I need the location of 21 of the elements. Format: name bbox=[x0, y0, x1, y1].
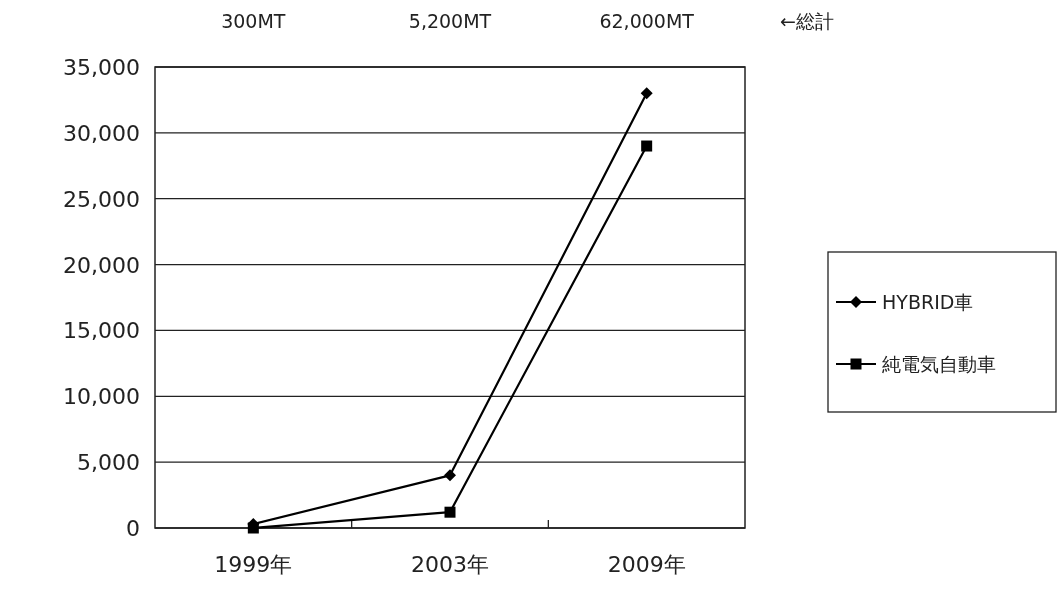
text: 5,200MT bbox=[408, 10, 492, 32]
y-tick-label: 25,000 bbox=[63, 186, 140, 212]
legend-label: HYBRID車 bbox=[882, 291, 974, 313]
point bbox=[444, 506, 456, 518]
legend-label: 純電気自動車 bbox=[882, 353, 996, 375]
text: ←総計 bbox=[780, 10, 834, 32]
point bbox=[444, 469, 456, 482]
x-tick-label: 2003年 bbox=[411, 552, 489, 577]
y-tick-label: 0 bbox=[126, 516, 140, 541]
y-tick-label: 30,000 bbox=[63, 120, 140, 146]
y-tick-label: 5,000 bbox=[77, 450, 140, 476]
y-tick-label: 35,000 bbox=[63, 55, 140, 80]
x-tick-label: 2009年 bbox=[607, 552, 686, 577]
text: 300MT bbox=[221, 10, 286, 32]
y-tick-label: 10,000 bbox=[63, 384, 140, 410]
x-tick-label: 1999年 bbox=[214, 552, 293, 577]
y-tick-label: 15,000 bbox=[63, 318, 140, 344]
y-tick-label: 20,000 bbox=[63, 252, 140, 278]
text: 62,000MT bbox=[599, 10, 695, 32]
point bbox=[640, 87, 653, 100]
point bbox=[641, 140, 653, 152]
